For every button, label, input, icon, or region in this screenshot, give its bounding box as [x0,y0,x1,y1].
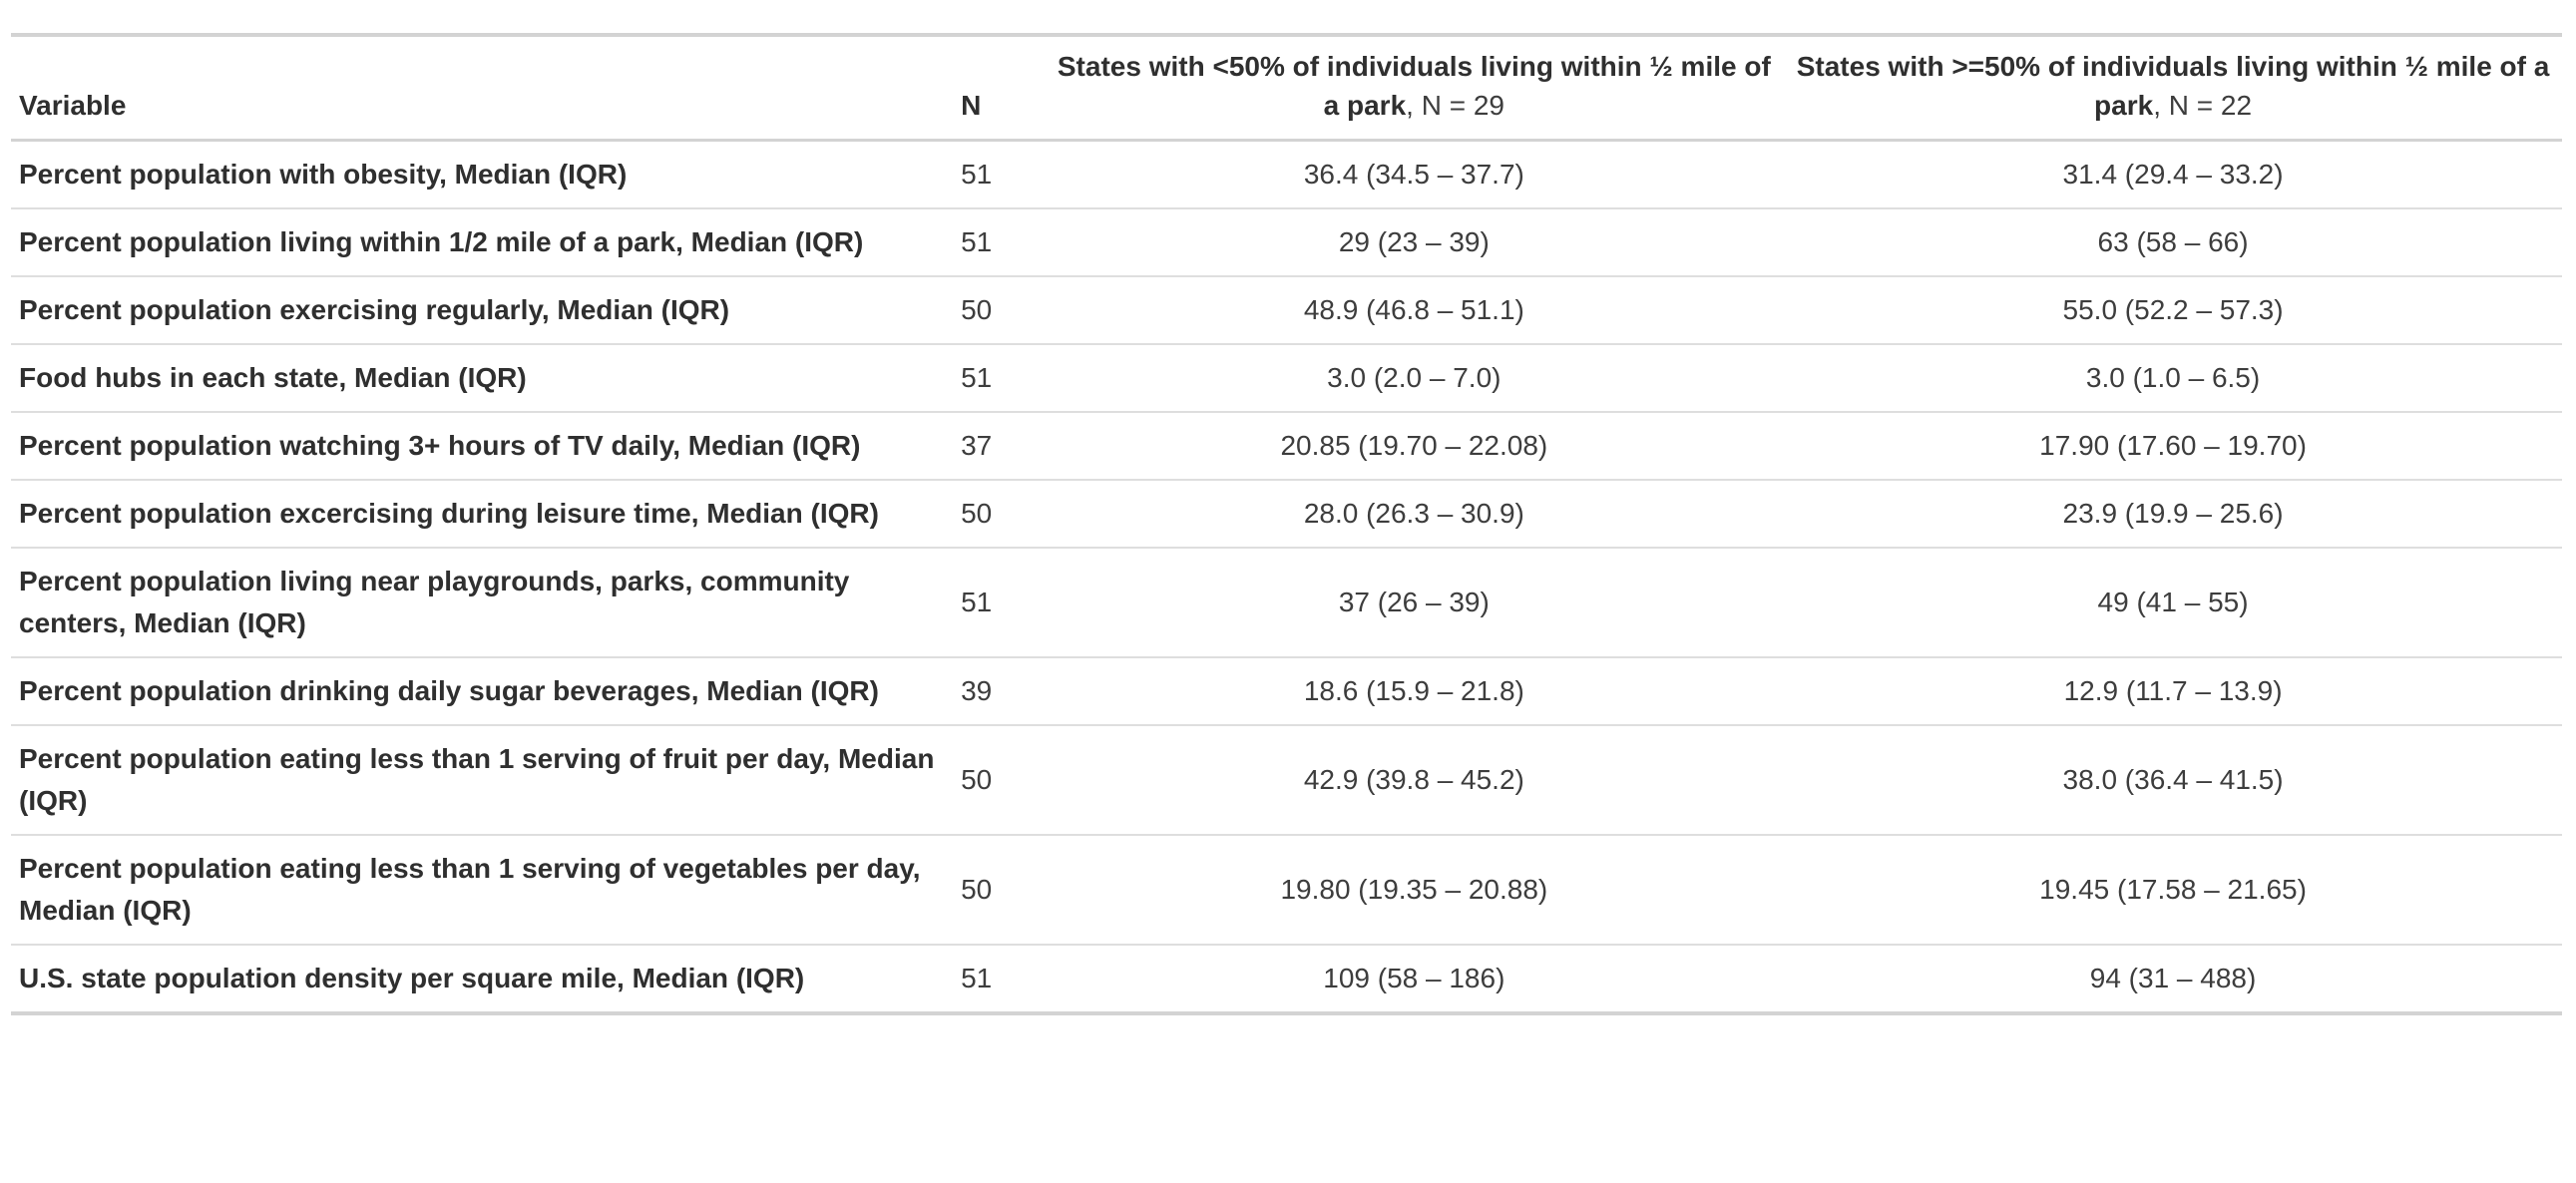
cell-group2-value: 63 (58 – 66) [1784,207,2562,277]
header-group2-title: States with >=50% of individuals living … [1796,51,2550,122]
cell-variable-label: Percent population exercising regularly,… [11,275,956,345]
header-group2-n: , N = 22 [2153,90,2253,122]
header-group1-n: , N = 29 [1406,90,1504,122]
cell-group2-value: 19.45 (17.58 – 21.65) [1784,834,2562,946]
cell-group1-value: 18.6 (15.9 – 21.8) [1044,656,1785,726]
table-row: Percent population with obesity, Median … [11,141,2562,209]
header-row: Variable N States with <50% of individua… [11,35,2562,143]
cell-group1-value: 20.85 (19.70 – 22.08) [1044,411,1785,481]
cell-group2-value: 3.0 (1.0 – 6.5) [1784,343,2562,413]
cell-n-value: 51 [955,207,1045,277]
cell-n-value: 39 [955,656,1045,726]
table-row: Percent population exercising regularly,… [11,275,2562,345]
cell-group1-value: 109 (58 – 186) [1044,944,1785,1014]
cell-n-value: 50 [955,479,1045,549]
table-header: Variable N States with <50% of individua… [11,35,2562,143]
cell-n-value: 51 [955,343,1045,413]
cell-group1-value: 36.4 (34.5 – 37.7) [1303,159,1524,191]
table-body: Percent population with obesity, Median … [11,141,2562,1014]
cell-group1-value: 3.0 (2.0 – 7.0) [1044,343,1785,413]
cell-variable-label: Percent population watching 3+ hours of … [11,411,956,481]
cell-n-value: 50 [955,724,1045,836]
table-row: Percent population eating less than 1 se… [11,834,2562,946]
header-group1: States with <50% of individuals living w… [1044,35,1785,143]
cell-n-value: 37 [955,411,1045,481]
table-row: Percent population eating less than 1 se… [11,724,2562,836]
cell-variable-label: Percent population eating less than 1 se… [11,724,956,836]
table-row: Food hubs in each state, Median (IQR) 51… [11,343,2562,413]
summary-table: Variable N States with <50% of individua… [11,33,2562,1016]
table-row: Percent population drinking daily sugar … [11,656,2562,726]
cell-group1-value: 42.9 (39.8 – 45.2) [1044,724,1785,836]
cell-variable-label: Percent population living near playgroun… [11,547,956,658]
cell-group2-value: 23.9 (19.9 – 25.6) [1784,479,2562,549]
cell-group1-value: 37 (26 – 39) [1044,547,1785,658]
cell-n-value: 50 [955,834,1045,946]
cell-group1-value: 29 (23 – 39) [1044,207,1785,277]
cell-group2-value: 38.0 (36.4 – 41.5) [1784,724,2562,836]
cell-n-value: 51 [955,944,1045,1014]
cell-group2-value: 12.9 (11.7 – 13.9) [1784,656,2562,726]
table-row: Percent population living near playgroun… [11,547,2562,658]
cell-variable-label: Percent population eating less than 1 se… [11,834,956,946]
cell-group2-value: 31.4 (29.4 – 33.2) [2062,159,2284,191]
table-row: Percent population living within 1/2 mil… [11,207,2562,277]
header-n: N [955,35,1045,143]
cell-variable-label: Percent population living within 1/2 mil… [11,207,956,277]
table-row: Percent population watching 3+ hours of … [11,411,2562,481]
cell-variable-label: Percent population with obesity, Median … [19,159,628,191]
cell-group1-value: 48.9 (46.8 – 51.1) [1044,275,1785,345]
cell-variable-label: Percent population drinking daily sugar … [11,656,956,726]
table-row: Percent population excercising during le… [11,479,2562,549]
header-variable: Variable [11,35,956,143]
cell-group2-value: 17.90 (17.60 – 19.70) [1784,411,2562,481]
cell-n-value: 50 [955,275,1045,345]
cell-group2-value: 94 (31 – 488) [1784,944,2562,1014]
table-row: U.S. state population density per square… [11,944,2562,1014]
page: Variable N States with <50% of individua… [11,33,2562,1016]
cell-group2-value: 55.0 (52.2 – 57.3) [1784,275,2562,345]
cell-group1-value: 19.80 (19.35 – 20.88) [1044,834,1785,946]
cell-group1-value: 28.0 (26.3 – 30.9) [1044,479,1785,549]
cell-variable-label: U.S. state population density per square… [11,944,956,1014]
cell-variable-label: Food hubs in each state, Median (IQR) [11,343,956,413]
cell-n-value: 51 [961,159,993,191]
header-group2: States with >=50% of individuals living … [1784,35,2562,143]
cell-variable-label: Percent population excercising during le… [11,479,956,549]
cell-group2-value: 49 (41 – 55) [1784,547,2562,658]
header-group1-title: States with <50% of individuals living w… [1057,51,1771,122]
cell-n-value: 51 [955,547,1045,658]
